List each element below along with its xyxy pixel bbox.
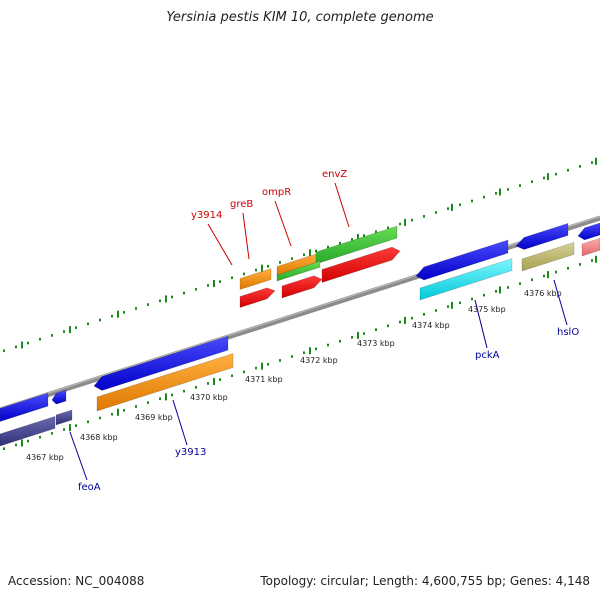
- leader-line: [474, 299, 488, 349]
- gene-greB: [239, 268, 272, 290]
- gene-ompR: [281, 275, 323, 299]
- accession-text: Accession: NC_004088: [8, 574, 145, 588]
- upper-tick-rail: [3, 157, 597, 353]
- tick-label: 4368 kbp: [80, 433, 118, 442]
- gene-label-hslO[interactable]: hslO: [557, 327, 579, 338]
- tick-label: 4373 kbp: [357, 339, 395, 348]
- gene-label-y3914[interactable]: y3914: [191, 210, 222, 221]
- gene-label-ompR[interactable]: ompR: [262, 187, 291, 198]
- lower-tick-rail: [3, 255, 597, 451]
- gene-blue-b: [515, 222, 569, 250]
- gene-blue-main: [93, 335, 229, 391]
- gene-y3913: [96, 353, 234, 412]
- leader-line: [69, 431, 88, 481]
- map-title: Yersinia pestis KIM 10, complete genome: [166, 10, 434, 25]
- leader-line: [242, 212, 250, 260]
- leader-line: [207, 223, 233, 266]
- leader-line: [334, 182, 350, 228]
- gene-navy-left: [0, 415, 56, 447]
- tick-label: 4369 kbp: [135, 413, 173, 422]
- tick-label: 4367 kbp: [26, 453, 64, 462]
- genome-backbone: [0, 215, 600, 413]
- gene-feoA-navy: [55, 409, 73, 426]
- leader-line: [553, 279, 568, 326]
- tick-label: 4375 kbp: [468, 305, 506, 314]
- leader-line: [172, 399, 188, 446]
- backbone-line: [0, 215, 600, 413]
- gene-label-pckA[interactable]: pckA: [475, 350, 500, 361]
- gene-hslO: [521, 241, 575, 272]
- gene-y3914: [239, 287, 276, 308]
- gene-label-greB[interactable]: greB: [230, 199, 253, 210]
- gene-label-feoA[interactable]: feoA: [78, 482, 101, 493]
- tick-label: 4374 kbp: [412, 321, 450, 330]
- gene-ompR-green: [276, 260, 321, 282]
- gene-blue-a: [415, 239, 509, 281]
- gene-features: [0, 222, 600, 447]
- gene-pink: [581, 237, 600, 257]
- gene-labels: y3914 greB ompR envZ feoA y3913 pckA hslO: [69, 169, 579, 493]
- leader-line: [274, 200, 292, 247]
- tick-label: 4376 kbp: [524, 289, 562, 298]
- gene-envZ: [315, 225, 398, 265]
- gene-label-envZ[interactable]: envZ: [322, 169, 347, 180]
- tick-label: 4372 kbp: [300, 356, 338, 365]
- genome-summary: Topology: circular; Length: 4,600,755 bp…: [260, 574, 590, 588]
- gene-blue-left: [0, 392, 49, 422]
- gene-feoA-blue: [51, 389, 67, 405]
- scale-ticks: 4367 kbp 4368 kbp 4369 kbp 4370 kbp 4371 kbp…: [3, 157, 597, 462]
- gene-blue-c: [577, 222, 600, 241]
- gene-envZ-red: [321, 246, 401, 283]
- tick-label: 4370 kbp: [190, 393, 228, 402]
- gene-pckA: [419, 258, 513, 301]
- tick-label: 4371 kbp: [245, 375, 283, 384]
- gene-label-y3913[interactable]: y3913: [175, 447, 206, 458]
